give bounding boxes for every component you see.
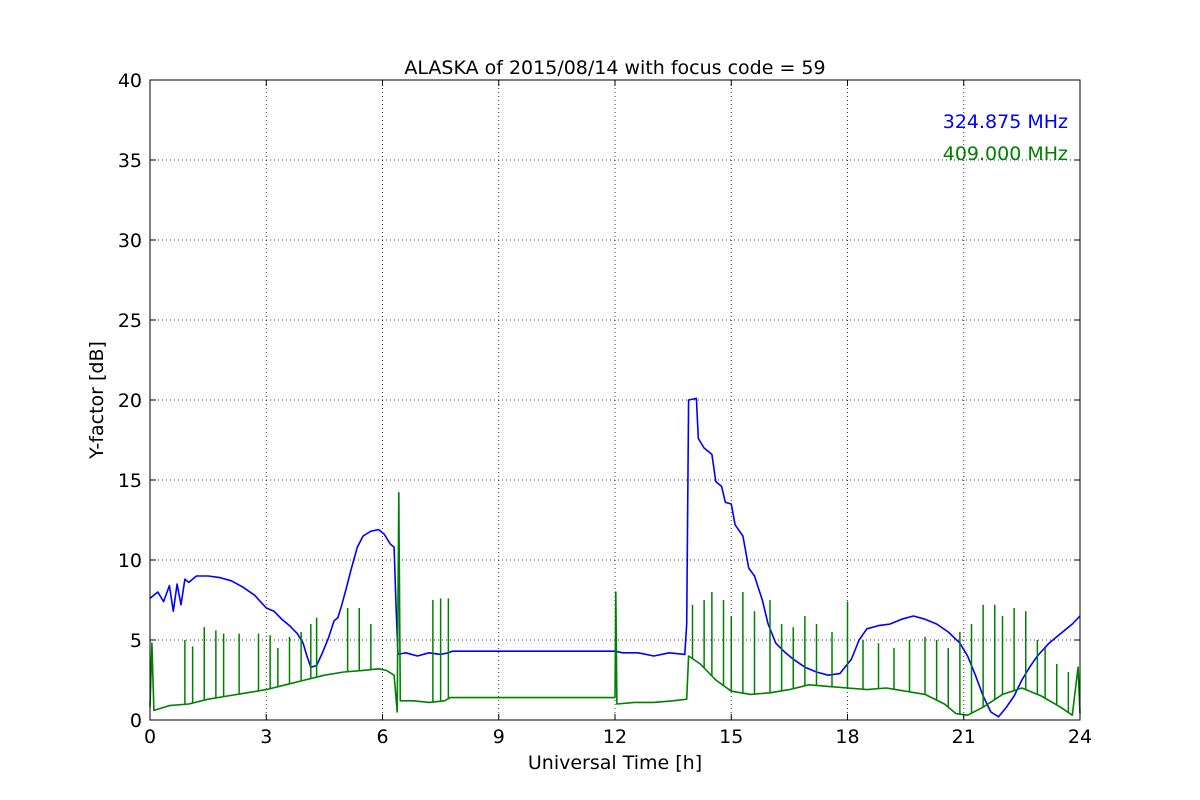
x-tick-label: 15	[719, 726, 743, 748]
y-tick-label: 30	[118, 230, 142, 252]
legend-entry: 409.000 MHz	[943, 143, 1068, 165]
x-tick-label: 21	[952, 726, 976, 748]
y-tick-label: 25	[118, 310, 142, 332]
x-tick-labels: 0 3 6 9 12 15 18 21 24	[144, 726, 1092, 748]
y-tick-label: 35	[118, 150, 142, 172]
series-layer	[149, 397, 1081, 718]
chart-title: ALASKA of 2015/08/14 with focus code = 5…	[404, 57, 825, 79]
y-tick-label: 40	[118, 70, 142, 92]
legend-entry: 324.875 MHz	[943, 111, 1068, 133]
x-tick-label: 3	[260, 726, 272, 748]
x-tick-label: 0	[144, 726, 156, 748]
axis-ticks	[149, 79, 1081, 721]
y-tick-label: 15	[118, 470, 142, 492]
x-tick-label: 12	[603, 726, 627, 748]
y-tick-labels: 0 5 10 15 20 25 30 35 40	[118, 70, 142, 732]
y-tick-label: 20	[118, 390, 142, 412]
legend: 324.875 MHz 409.000 MHz	[943, 111, 1068, 165]
x-tick-label: 24	[1068, 726, 1092, 748]
series-line-1	[149, 397, 1081, 718]
x-tick-label: 18	[835, 726, 859, 748]
series-line-2	[149, 492, 1081, 716]
y-tick-label: 0	[130, 710, 142, 732]
x-tick-label: 9	[493, 726, 505, 748]
y-tick-label: 10	[118, 550, 142, 572]
x-axis-label: Universal Time [h]	[528, 752, 702, 774]
x-tick-label: 6	[376, 726, 388, 748]
y-axis-label: Y-factor [dB]	[86, 341, 108, 460]
y-tick-label: 5	[130, 630, 142, 652]
